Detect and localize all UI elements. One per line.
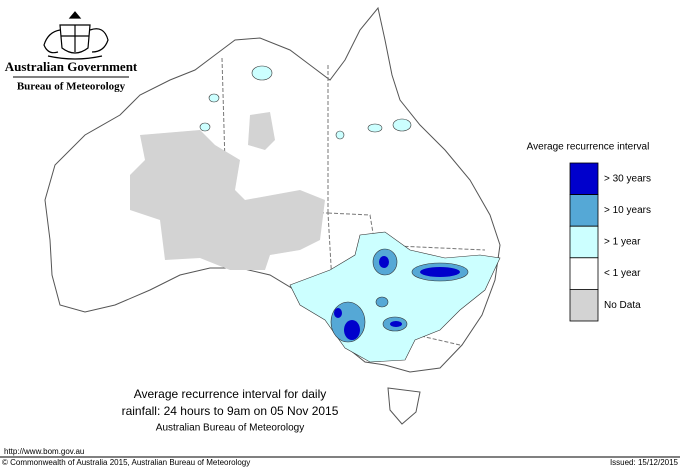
no-data-areas	[130, 112, 325, 270]
legend-label: No Data	[604, 300, 641, 311]
crest	[43, 11, 109, 60]
caption-line: rainfall: 24 hours to 9am on 05 Nov 2015	[122, 404, 339, 418]
legend: > 30 years > 10 years > 1 year < 1 year No D…	[569, 162, 651, 322]
caption-line: Australian Bureau of Meteorology	[156, 423, 304, 434]
bureau-name: Bureau of Meteorology	[17, 81, 126, 93]
legend-label: > 10 years	[604, 205, 651, 216]
legend-label: > 1 year	[604, 237, 641, 248]
caption-line: Average recurrence interval for daily	[134, 387, 327, 401]
legend-swatch	[569, 194, 599, 227]
legend-label: > 30 years	[604, 173, 651, 184]
issued-date: Issued: 15/12/2015	[610, 458, 679, 467]
copyright: © Commonwealth of Australia 2015, Austra…	[2, 458, 250, 467]
legend-swatch	[569, 288, 599, 322]
government-name: Australian Government	[5, 59, 138, 74]
tasmania	[387, 387, 421, 425]
recurrence-30yr	[334, 256, 460, 340]
legend-label: < 1 year	[604, 268, 641, 279]
legend-swatch	[569, 162, 599, 196]
legend-swatch	[569, 225, 599, 259]
source-url: http://www.bom.gov.au	[4, 447, 84, 456]
legend-title: Average recurrence interval	[527, 142, 650, 153]
legend-swatch	[569, 257, 599, 290]
